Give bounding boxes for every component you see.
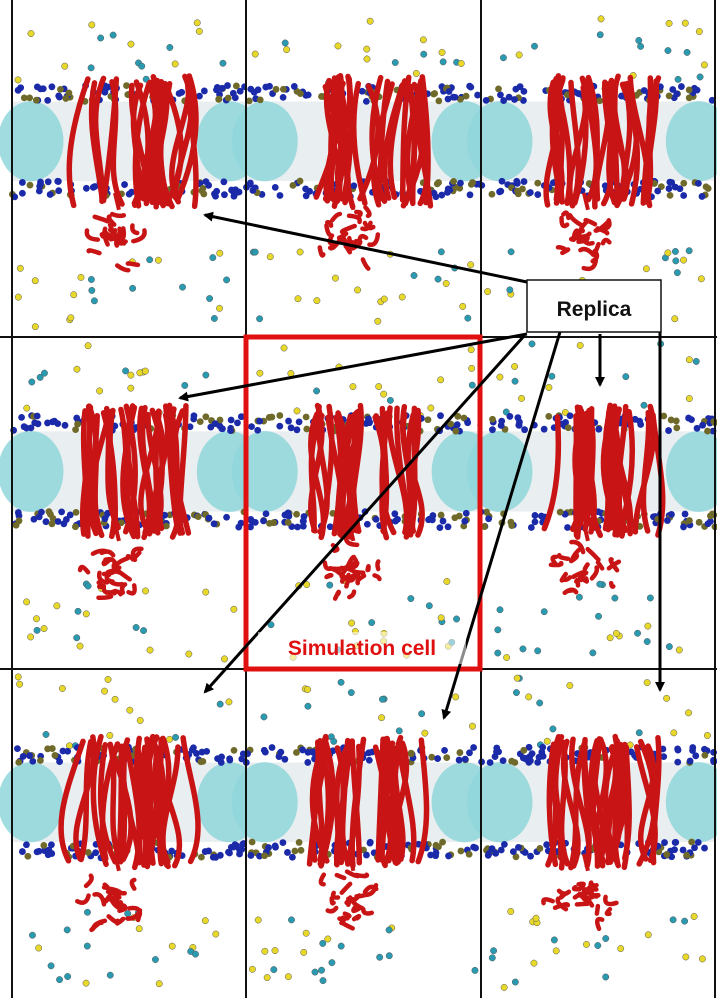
ion-cluster xyxy=(494,340,700,661)
lipid-bilayer xyxy=(466,412,717,531)
replica-panel xyxy=(231,337,498,669)
replica-panel xyxy=(231,8,498,337)
channel-icon xyxy=(0,762,64,843)
ion-cluster xyxy=(248,678,479,985)
channel-icon xyxy=(665,101,717,182)
simulation-cell-box xyxy=(243,334,483,672)
replica-arrow xyxy=(178,332,528,402)
protein-ribbon-icon xyxy=(541,733,662,932)
channel-icon xyxy=(665,431,717,512)
replica-panel xyxy=(466,669,717,998)
protein-ribbon-icon xyxy=(77,402,192,600)
channel-icon xyxy=(466,101,533,182)
protein-ribbon-icon xyxy=(306,733,430,931)
replica-panel xyxy=(0,8,263,337)
replica-arrow xyxy=(203,211,528,284)
protein-ribbon-icon xyxy=(58,733,201,933)
ion-cluster xyxy=(14,673,233,988)
ion-cluster xyxy=(14,19,231,331)
channel-icon xyxy=(231,101,298,182)
replica-panel xyxy=(231,669,498,998)
replica-label: Replica xyxy=(557,298,632,321)
replica-grid xyxy=(0,8,717,998)
protein-ribbon-icon xyxy=(313,72,434,271)
channel-icon xyxy=(0,431,64,512)
protein-ribbon-icon xyxy=(66,73,199,273)
replica-callout: Replica xyxy=(526,279,662,333)
simulation-cell-label: Simulation cell xyxy=(288,637,436,660)
channel-icon xyxy=(231,431,298,512)
channel-icon xyxy=(0,101,64,182)
protein-ribbon-icon xyxy=(543,73,662,272)
channel-icon xyxy=(466,762,533,843)
replica-panel xyxy=(466,337,717,669)
channel-icon xyxy=(231,762,298,843)
simulation-cell-callout: Simulation cell xyxy=(258,632,466,664)
simulation-cell-label-backdrop xyxy=(258,632,466,664)
channel-icon xyxy=(466,431,533,512)
channel-icon xyxy=(665,762,717,843)
ion-cluster xyxy=(488,674,711,991)
replica-panel xyxy=(0,337,263,669)
replica-panel xyxy=(0,669,263,998)
replica-label-box xyxy=(526,279,662,333)
